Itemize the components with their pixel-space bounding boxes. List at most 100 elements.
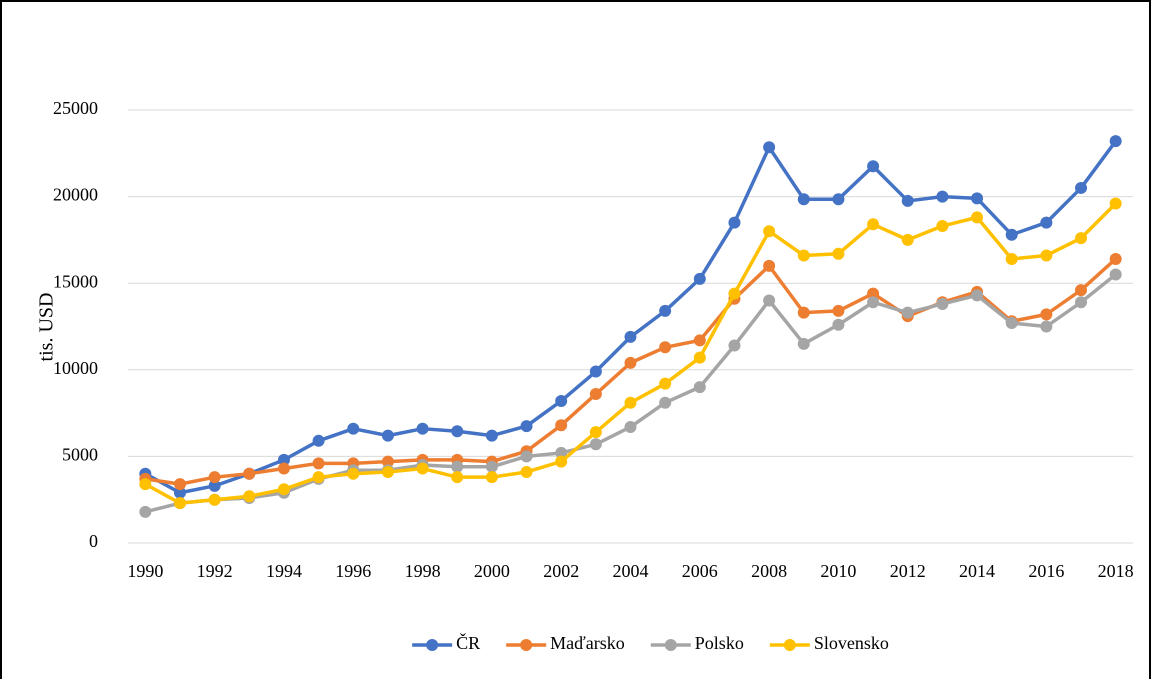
x-tick-label: 1996	[335, 561, 371, 581]
data-point	[173, 478, 186, 491]
data-point	[693, 334, 706, 347]
data-point	[555, 419, 568, 432]
data-point	[624, 420, 637, 433]
legend-marker	[426, 639, 439, 651]
data-point	[832, 193, 845, 206]
data-point	[1109, 252, 1122, 265]
data-point	[416, 462, 429, 475]
y-tick-label: 25000	[53, 98, 98, 118]
data-point	[1075, 296, 1088, 309]
data-point	[1109, 135, 1122, 148]
x-tick-label: 2014	[959, 561, 995, 581]
data-point	[520, 420, 533, 433]
data-point	[1040, 320, 1053, 333]
x-tick-label: 2002	[543, 561, 579, 581]
data-point	[589, 438, 602, 451]
data-point	[1040, 249, 1053, 262]
legend-label: Maďarsko	[550, 633, 625, 653]
data-point	[728, 287, 741, 300]
data-point	[485, 471, 498, 484]
data-point	[693, 381, 706, 394]
data-point	[867, 218, 880, 231]
y-tick-label: 0	[89, 531, 98, 551]
y-tick-label: 20000	[53, 185, 98, 205]
data-point	[485, 429, 498, 442]
data-point	[936, 190, 949, 203]
data-point	[659, 304, 672, 317]
legend-label: Slovensko	[814, 633, 889, 653]
data-point	[659, 341, 672, 354]
data-point	[347, 422, 360, 435]
data-point	[555, 394, 568, 407]
data-point	[243, 467, 256, 480]
data-point	[832, 247, 845, 260]
data-point	[832, 304, 845, 317]
data-point	[277, 483, 290, 496]
data-point	[797, 193, 810, 206]
data-point	[277, 462, 290, 475]
data-point	[763, 225, 776, 238]
data-point	[936, 297, 949, 310]
data-point	[728, 216, 741, 229]
y-tick-label: 15000	[53, 271, 98, 291]
data-point	[1005, 228, 1018, 241]
data-point	[208, 493, 221, 506]
legend-marker	[520, 639, 533, 651]
data-point	[693, 272, 706, 285]
x-tick-label: 2008	[751, 561, 787, 581]
data-point	[867, 296, 880, 309]
data-point	[1075, 181, 1088, 194]
data-point	[797, 337, 810, 350]
data-point	[971, 192, 984, 205]
data-point	[381, 465, 394, 478]
data-point	[1075, 232, 1088, 245]
data-point	[624, 396, 637, 409]
data-point	[451, 471, 464, 484]
data-point	[139, 478, 152, 491]
legend-marker	[664, 639, 677, 651]
data-point	[763, 141, 776, 154]
data-point	[936, 220, 949, 233]
x-tick-label: 2018	[1098, 561, 1134, 581]
data-point	[347, 467, 360, 480]
data-point	[971, 289, 984, 302]
data-point	[243, 490, 256, 503]
data-point	[763, 294, 776, 307]
data-point	[728, 339, 741, 352]
data-point	[659, 396, 672, 409]
data-point	[277, 453, 290, 466]
data-point	[381, 455, 394, 468]
data-point	[1040, 216, 1053, 229]
legend-label: Polsko	[695, 633, 744, 653]
x-tick-label: 2016	[1028, 561, 1064, 581]
data-point	[555, 455, 568, 468]
data-point	[520, 465, 533, 478]
data-point	[312, 457, 325, 470]
x-tick-label: 1994	[266, 561, 302, 581]
x-tick-label: 1998	[405, 561, 441, 581]
data-point	[867, 287, 880, 300]
data-point	[901, 194, 914, 207]
x-tick-label: 2004	[613, 561, 649, 581]
data-point	[451, 460, 464, 473]
y-tick-label: 10000	[53, 358, 98, 378]
x-tick-label: 2012	[890, 561, 926, 581]
data-point	[659, 377, 672, 390]
data-point	[867, 160, 880, 173]
data-point	[624, 330, 637, 343]
x-tick-label: 2006	[682, 561, 718, 581]
data-point	[139, 505, 152, 518]
data-point	[416, 422, 429, 435]
data-point	[971, 211, 984, 224]
data-point	[589, 426, 602, 439]
data-point	[1075, 284, 1088, 297]
x-tick-label: 1992	[197, 561, 233, 581]
data-point	[520, 450, 533, 463]
legend-label: ČR	[456, 632, 480, 653]
data-point	[312, 434, 325, 447]
data-point	[763, 259, 776, 272]
data-point	[1109, 197, 1122, 210]
x-tick-label: 2000	[474, 561, 510, 581]
data-point	[1109, 268, 1122, 281]
data-point	[693, 351, 706, 364]
